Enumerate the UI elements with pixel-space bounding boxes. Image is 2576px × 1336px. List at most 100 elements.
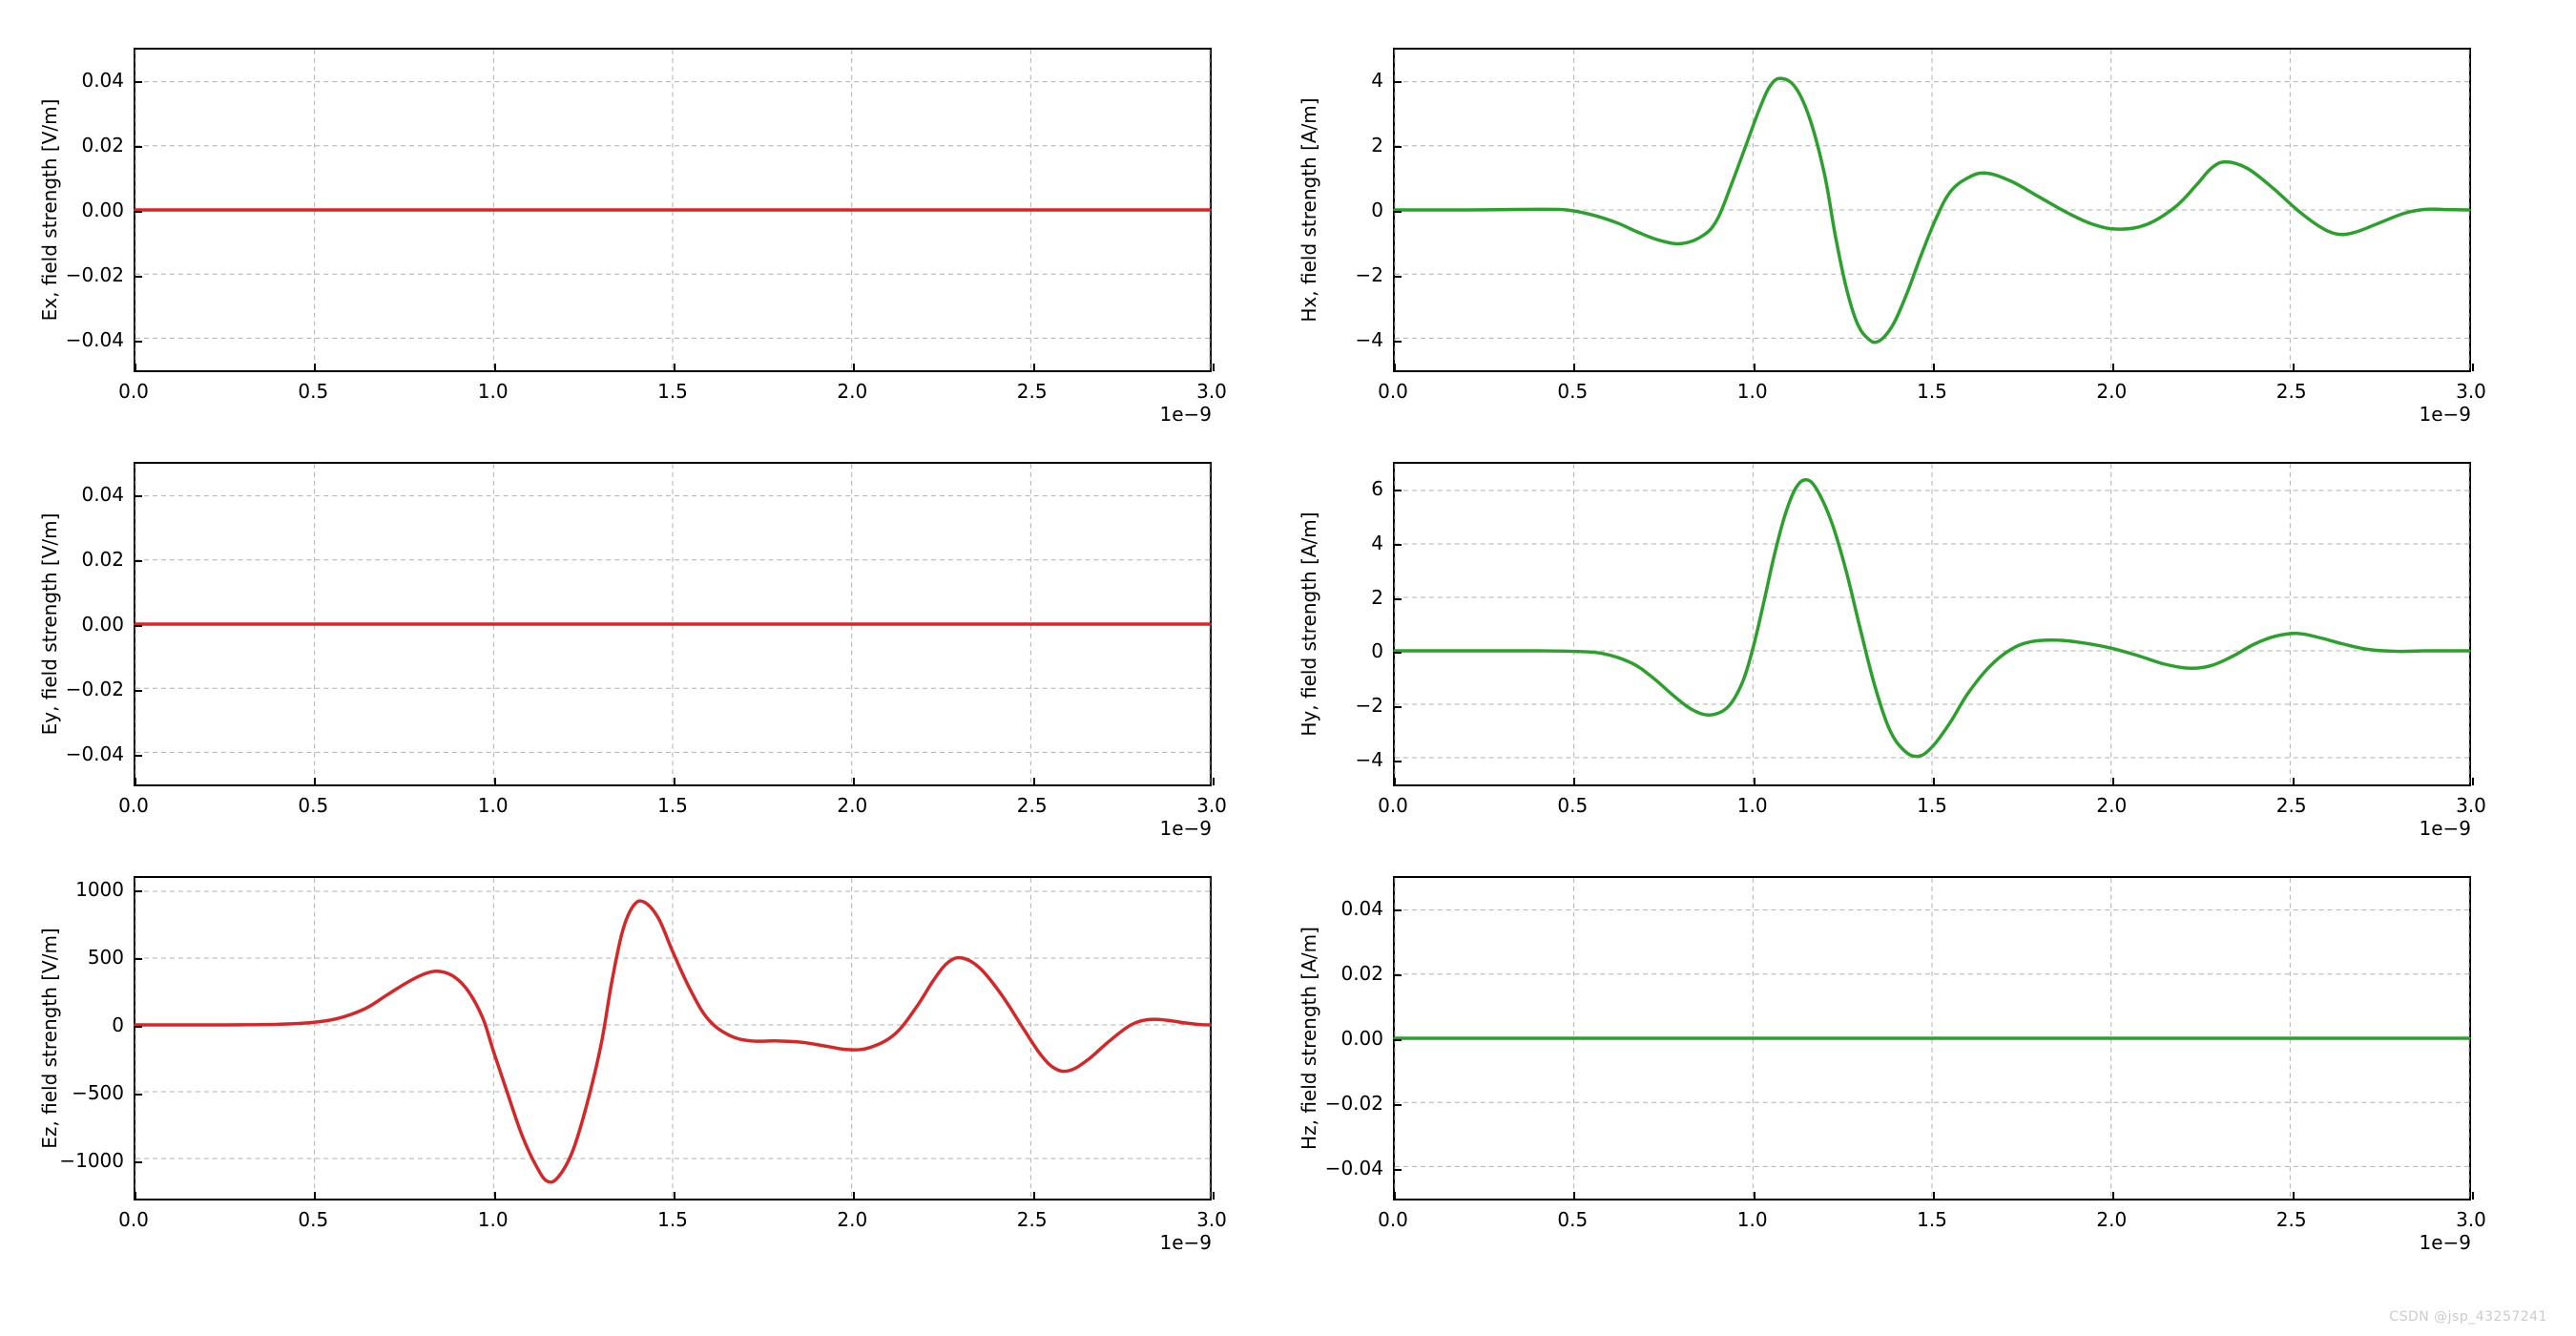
plot-svg	[1395, 878, 2469, 1199]
x-tick-label: 0.0	[118, 794, 149, 817]
y-tick-mark	[1394, 974, 1402, 976]
x-tick-label: 1.5	[657, 1208, 688, 1231]
y-axis-label: Hy, field strength [A/m]	[1298, 511, 1320, 736]
y-tick-mark	[135, 625, 142, 627]
x-tick-mark	[1213, 1192, 1215, 1200]
x-tick-label: 1.0	[478, 380, 509, 403]
x-tick-label: 3.0	[2456, 794, 2486, 817]
x-tick-mark	[674, 778, 675, 785]
x-tick-mark	[1033, 364, 1035, 371]
y-tick-label: 0.00	[81, 613, 124, 636]
y-tick-mark	[135, 690, 142, 692]
x-tick-mark	[2293, 778, 2295, 785]
x-tick-mark	[853, 1192, 855, 1200]
x-tick-mark	[1573, 364, 1575, 371]
y-tick-mark	[1394, 652, 1402, 654]
y-tick-mark	[135, 495, 142, 497]
y-tick-mark	[1394, 909, 1402, 911]
y-axis-label: Ex, field strength [V/m]	[38, 99, 61, 322]
x-tick-mark	[853, 364, 855, 371]
y-tick-label: 0.04	[81, 69, 124, 92]
x-tick-label: 1.0	[1737, 380, 1768, 403]
x-tick-label: 2.0	[837, 1208, 867, 1231]
x-tick-label: 2.0	[837, 380, 867, 403]
x-tick-label: 0.0	[1378, 1208, 1408, 1231]
x-tick-label: 0.5	[1557, 380, 1588, 403]
x-tick-mark	[314, 364, 316, 371]
plot-svg	[135, 50, 1210, 370]
x-tick-label: 3.0	[1196, 794, 1227, 817]
x-tick-mark	[1754, 364, 1755, 371]
y-tick-mark	[135, 1094, 142, 1096]
x-tick-label: 1.0	[1737, 1208, 1768, 1231]
y-axis-label: Hx, field strength [A/m]	[1298, 97, 1320, 322]
x-tick-mark	[1933, 1192, 1935, 1200]
subplot-ey: Ey, field strength [V/m]0.00.51.01.52.02…	[134, 462, 1212, 786]
plot-area	[1393, 462, 2471, 786]
y-tick-label: 0.02	[81, 134, 124, 157]
plot-area	[134, 876, 1212, 1200]
subplot-hx: Hx, field strength [A/m]0.00.51.01.52.02…	[1393, 48, 2471, 372]
x-tick-label: 0.5	[298, 380, 328, 403]
y-tick-label: −0.04	[1325, 1157, 1383, 1179]
x-tick-label: 0.0	[118, 380, 149, 403]
x-tick-mark	[1933, 778, 1935, 785]
x-tick-label: 3.0	[1196, 1208, 1227, 1231]
y-tick-label: −0.04	[66, 328, 124, 351]
y-tick-mark	[135, 146, 142, 148]
subplot-hz: Hz, field strength [A/m]0.00.51.01.52.02…	[1393, 876, 2471, 1200]
x-tick-label: 2.0	[2096, 380, 2127, 403]
subplot-ez: Ez, field strength [V/m]0.00.51.01.52.02…	[134, 876, 1212, 1200]
x-tick-mark	[1213, 364, 1215, 371]
x-tick-mark	[314, 1192, 316, 1200]
x-tick-label: 1.0	[478, 794, 509, 817]
x-tick-label: 1.5	[1917, 794, 1947, 817]
y-tick-label: 0.04	[81, 483, 124, 506]
y-tick-mark	[135, 276, 142, 278]
x-tick-mark	[1573, 1192, 1575, 1200]
x-tick-mark	[674, 1192, 675, 1200]
y-tick-label: 0	[1371, 639, 1383, 662]
x-tick-label: 2.5	[1017, 794, 1048, 817]
x-tick-label: 0.5	[1557, 794, 1588, 817]
plot-svg	[135, 464, 1210, 784]
y-tick-mark	[1394, 341, 1402, 343]
x-offset-text: 1e−9	[2419, 1231, 2471, 1254]
y-tick-mark	[1394, 146, 1402, 148]
x-tick-mark	[1213, 778, 1215, 785]
y-axis-label: Ez, field strength [V/m]	[38, 928, 61, 1148]
x-tick-mark	[1933, 364, 1935, 371]
x-tick-label: 1.5	[1917, 380, 1947, 403]
y-axis-label: Hz, field strength [A/m]	[1298, 927, 1320, 1150]
x-tick-label: 2.0	[837, 794, 867, 817]
x-tick-label: 3.0	[1196, 380, 1227, 403]
x-tick-label: 0.5	[298, 794, 328, 817]
y-tick-mark	[1394, 761, 1402, 762]
y-tick-label: 0	[112, 1013, 124, 1036]
x-tick-mark	[494, 778, 496, 785]
y-tick-label: 0.02	[1340, 962, 1383, 985]
x-tick-mark	[2472, 364, 2474, 371]
x-tick-mark	[2293, 364, 2295, 371]
x-tick-label: 1.0	[1737, 794, 1768, 817]
y-axis-label: Ey, field strength [V/m]	[38, 513, 61, 736]
y-tick-mark	[1394, 598, 1402, 600]
y-tick-mark	[1394, 1039, 1402, 1041]
y-tick-label: 0.00	[81, 198, 124, 221]
x-tick-mark	[314, 778, 316, 785]
x-tick-mark	[135, 1192, 136, 1200]
x-tick-mark	[2472, 778, 2474, 785]
x-tick-mark	[2112, 1192, 2114, 1200]
x-tick-label: 1.0	[478, 1208, 509, 1231]
x-tick-mark	[2112, 364, 2114, 371]
y-tick-label: 2	[1371, 134, 1383, 157]
y-tick-label: 0.04	[1340, 897, 1383, 920]
x-tick-mark	[674, 364, 675, 371]
x-tick-mark	[1394, 1192, 1396, 1200]
x-tick-label: 0.0	[1378, 380, 1408, 403]
x-tick-label: 1.5	[657, 794, 688, 817]
y-tick-mark	[1394, 211, 1402, 213]
subplot-hy: Hy, field strength [A/m]0.00.51.01.52.02…	[1393, 462, 2471, 786]
x-tick-mark	[853, 778, 855, 785]
x-offset-text: 1e−9	[2419, 817, 2471, 840]
